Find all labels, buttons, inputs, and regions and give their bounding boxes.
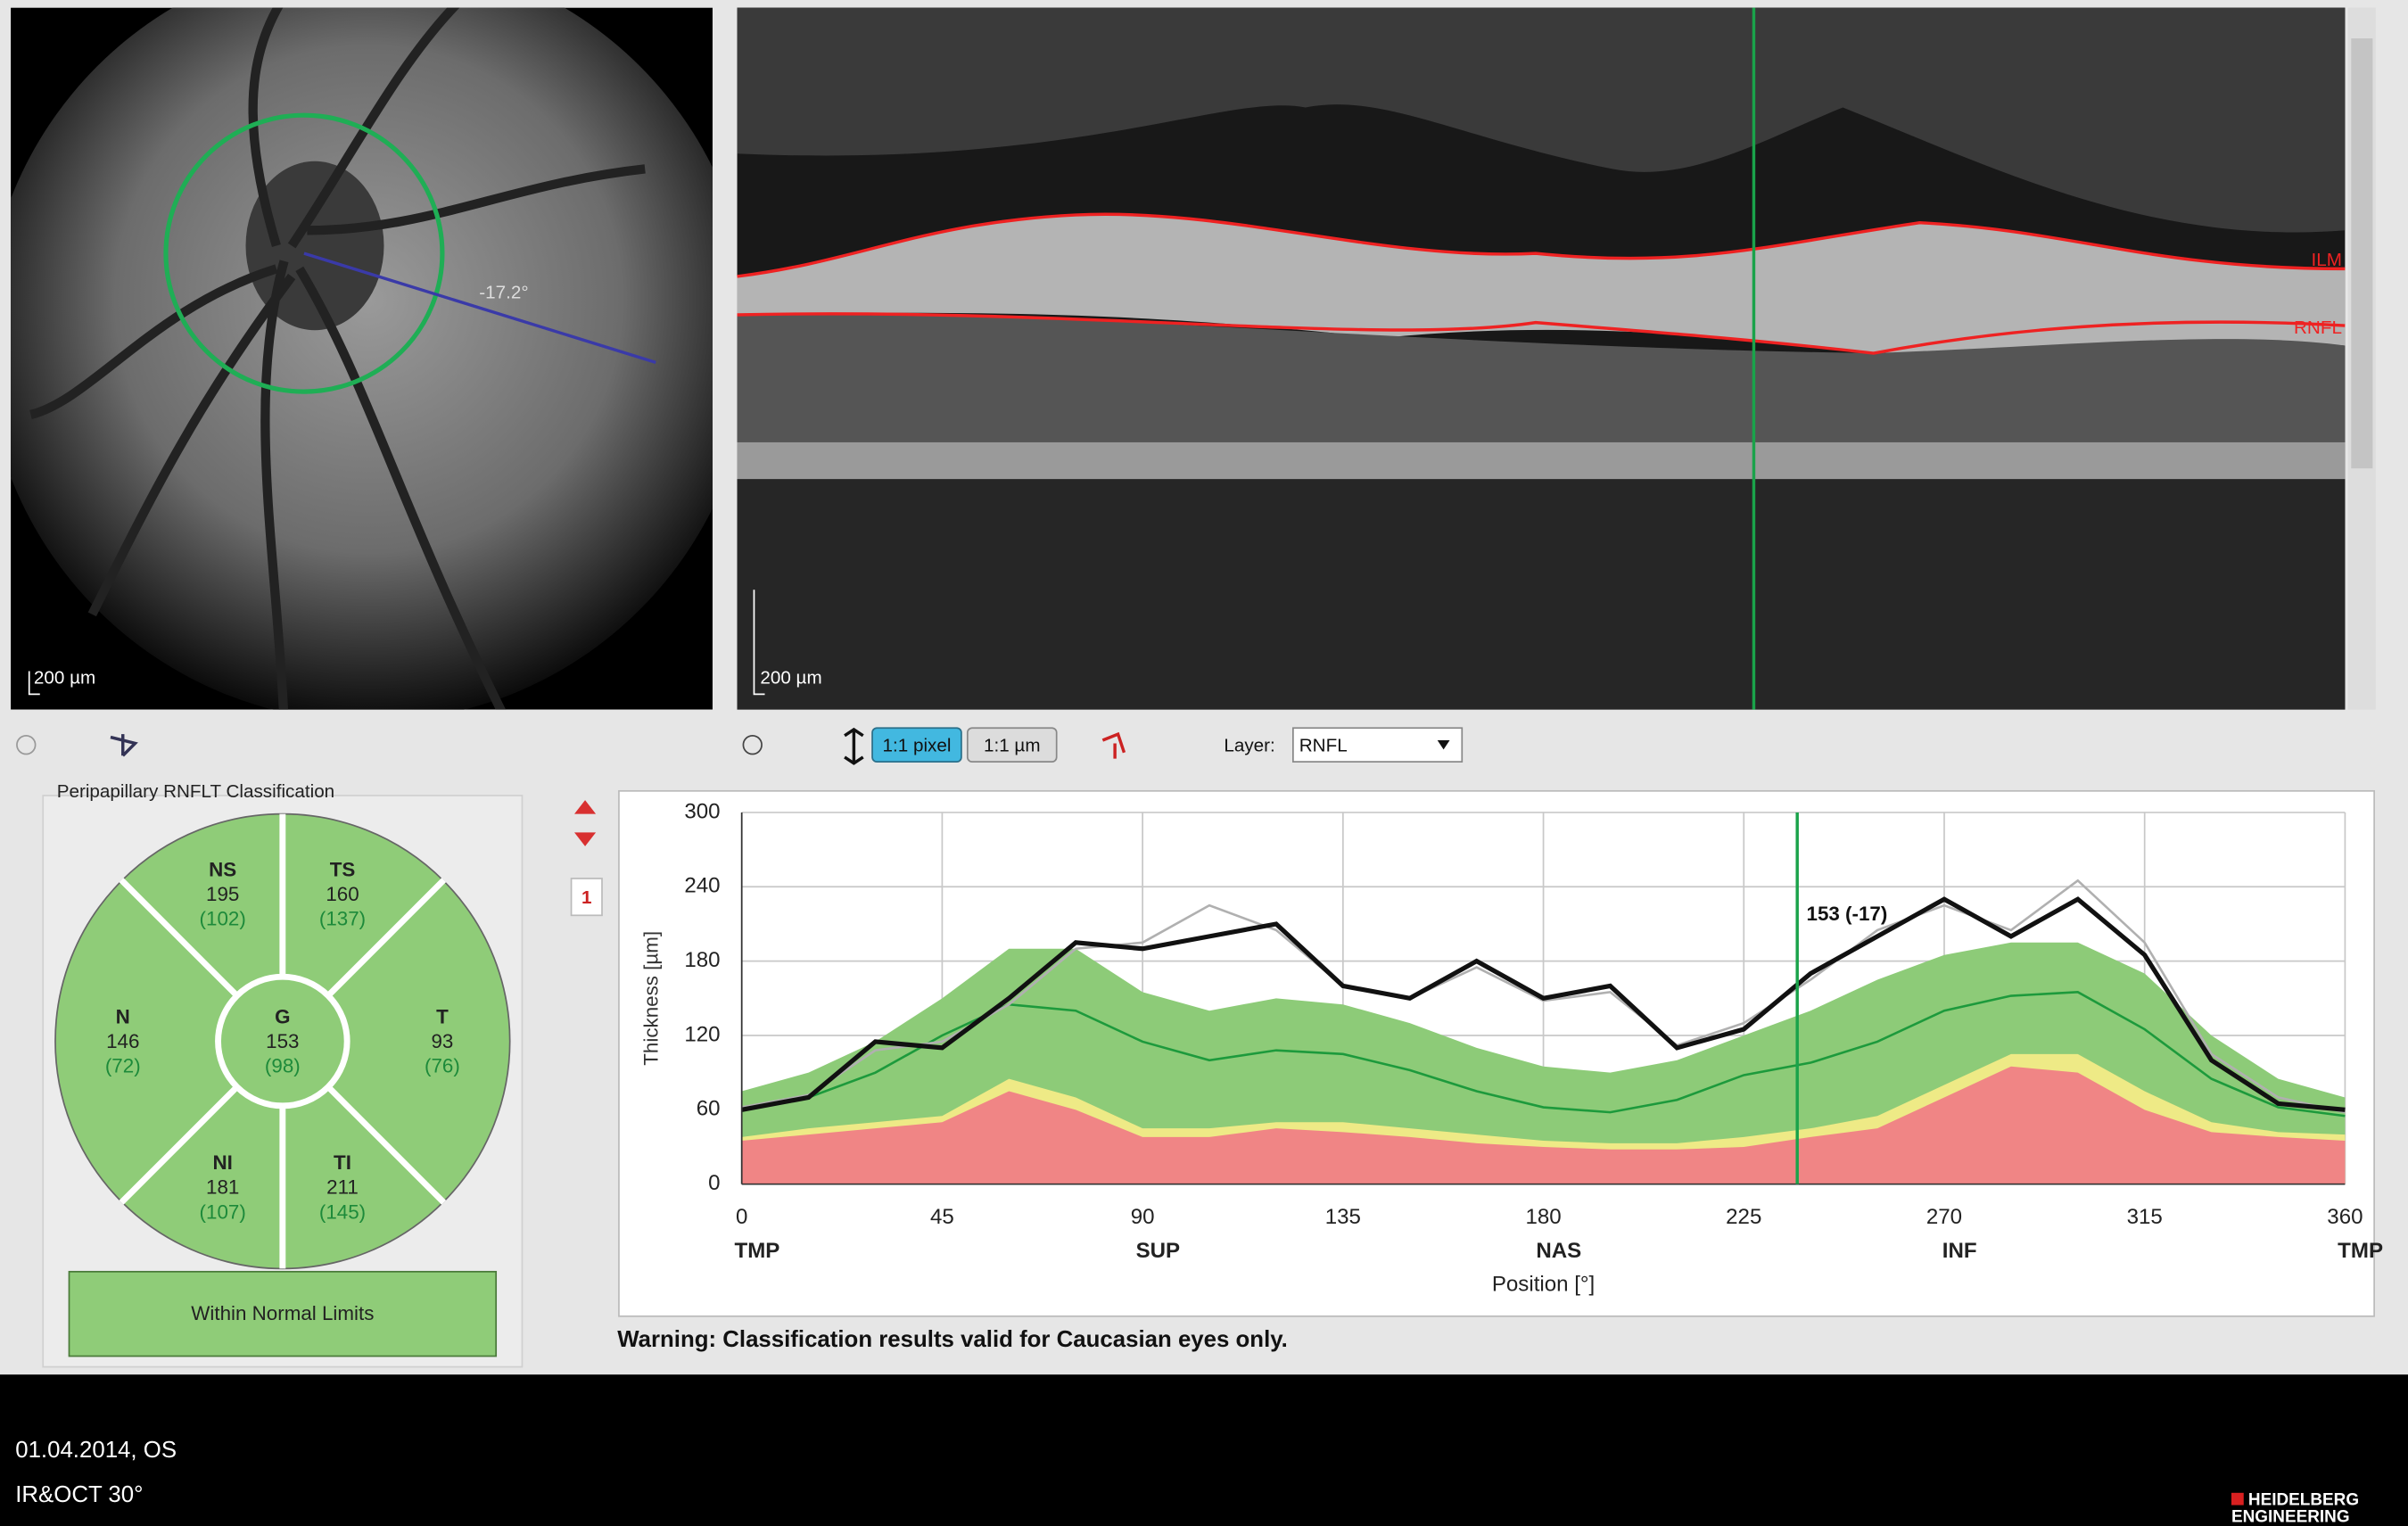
footer [0, 1374, 2408, 1526]
scale-bar [28, 671, 40, 696]
sector-normal: (145) [319, 1200, 366, 1223]
x-tick-label: 315 [2127, 1205, 2163, 1229]
logo-text: HEIDELBERG [2248, 1490, 2359, 1509]
y-tick-label: 120 [684, 1022, 720, 1046]
sector-normal: (137) [319, 907, 366, 929]
sector-chart [54, 812, 511, 1270]
page-marker: 1 [581, 887, 591, 908]
sector-value: 93 [431, 1030, 453, 1052]
ilm-label: ILM [2312, 250, 2342, 270]
button-label: 1:1 pixel [883, 735, 952, 755]
sector-value: 160 [326, 883, 359, 905]
band-area [741, 1066, 2346, 1184]
sector-value: 146 [106, 1030, 139, 1052]
x-tick-label: 90 [1131, 1205, 1155, 1229]
y-tick-label: 240 [684, 874, 720, 898]
result-label: Within Normal Limits [191, 1302, 374, 1324]
button-label: 1:1 µm [984, 735, 1041, 755]
region-label: NAS [1536, 1239, 1581, 1263]
toolbar: 1:1 pixel 1:1 µm Layer: RNFL [16, 727, 1464, 765]
sector-name: N [116, 1006, 130, 1028]
angle-line [303, 252, 656, 365]
tool-icon[interactable] [110, 734, 138, 757]
y-tick-label: 300 [684, 799, 720, 823]
dropdown-arrow [1437, 740, 1450, 750]
x-tick-label: 180 [1525, 1205, 1561, 1229]
sector-value: 195 [206, 883, 239, 905]
sector-value: 181 [206, 1176, 239, 1199]
angle-label: -17.2° [479, 282, 528, 302]
fundus-image [11, 7, 713, 710]
scan-circle [163, 112, 445, 394]
sector-normal: (102) [200, 907, 246, 929]
sector-value: 153 [266, 1030, 299, 1052]
warning: Warning: Classification results valid fo… [617, 1327, 1288, 1352]
oct-bscan [737, 7, 2376, 710]
sector-name: T [436, 1006, 449, 1028]
sector-name: NS [209, 858, 236, 880]
y-tick-label: 0 [708, 1171, 720, 1195]
hand-tool[interactable] [16, 734, 37, 755]
sector-name: NI [212, 1151, 232, 1174]
exam-date: 01.04.2014, OS [15, 1438, 177, 1463]
sector-normal: (76) [425, 1055, 460, 1077]
y-tick-label: 60 [697, 1097, 721, 1121]
arrow-down[interactable] [574, 832, 597, 846]
x-tick-label: 0 [736, 1205, 747, 1229]
region-label: INF [1942, 1239, 1977, 1263]
page-marker-box[interactable] [570, 878, 603, 917]
exam-mode: IR&OCT 30° [15, 1482, 143, 1507]
thickness-line [741, 878, 2346, 1114]
logo-mark [2231, 1492, 2244, 1505]
thickness-line [741, 896, 2346, 1112]
logo-text: ENGINEERING [2231, 1507, 2350, 1526]
x-axis-label: Position [°] [1492, 1273, 1595, 1297]
zoom-icon[interactable] [844, 727, 864, 765]
x-tick-label: 135 [1325, 1205, 1361, 1229]
y-tick-label: 180 [684, 948, 720, 972]
sector-normal: (107) [200, 1200, 246, 1223]
sector-name: G [275, 1006, 290, 1028]
region-label: TMP [2338, 1239, 2383, 1263]
x-tick-label: 225 [1726, 1205, 1761, 1229]
region-label: SUP [1136, 1239, 1181, 1263]
sector-normal: (98) [265, 1055, 301, 1077]
scale-label: 200 µm [34, 668, 95, 689]
scale-label: 200 µm [760, 668, 821, 689]
result-box [68, 1270, 498, 1357]
cursor-annotation: 153 (-17) [1807, 903, 1888, 925]
sector-normal: (72) [105, 1055, 141, 1077]
arrow-up[interactable] [574, 800, 597, 814]
button[interactable] [966, 727, 1058, 763]
hand-tool[interactable] [742, 734, 763, 755]
layer-label: Layer: [1224, 735, 1274, 755]
rnfl-label: RNFL [2294, 318, 2342, 338]
x-tick-label: 360 [2327, 1205, 2363, 1229]
panel-title: Peripapillary RNFLT Classification [57, 781, 334, 802]
button[interactable] [871, 727, 962, 763]
y-axis-label: Thickness [µm] [640, 931, 663, 1066]
x-tick-label: 45 [930, 1205, 954, 1229]
layer-icon[interactable] [1101, 731, 1126, 759]
sector-name: TI [334, 1151, 351, 1174]
scale-bar [753, 590, 765, 696]
sector-value: 211 [326, 1176, 359, 1199]
sector-name: TS [330, 858, 356, 880]
layer-value: RNFL [1299, 735, 1348, 755]
x-tick-label: 270 [1926, 1205, 1962, 1229]
region-label: TMP [734, 1239, 779, 1263]
layer-dropdown[interactable] [1292, 727, 1464, 763]
